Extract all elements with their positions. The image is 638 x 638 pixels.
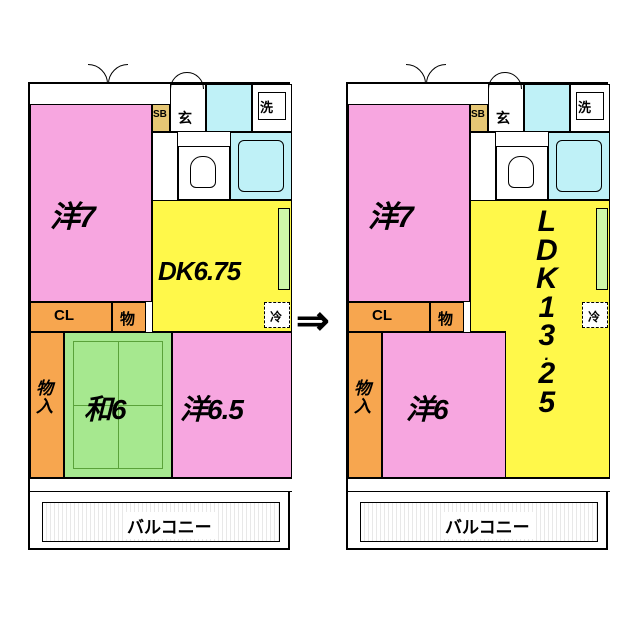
label-sen-r: 洗	[578, 97, 591, 116]
label-yo7: 洋7	[50, 192, 95, 236]
yo7-cut	[30, 84, 152, 104]
ldk-1: 1	[536, 294, 558, 323]
iri-char: 入	[354, 398, 371, 416]
corridor-right	[470, 132, 496, 202]
room-ldk	[506, 200, 610, 478]
ldk-d: D	[536, 237, 558, 266]
label-sb-r: SB	[471, 109, 485, 120]
mono-char: 物	[36, 380, 53, 398]
label-rei-r: 冷	[588, 308, 600, 325]
label-sen: 洗	[260, 97, 273, 116]
wash-right	[524, 84, 570, 132]
label-yo65: 洋6.5	[180, 388, 243, 428]
label-mono: 物	[120, 308, 135, 329]
label-yo6: 洋6	[406, 388, 448, 428]
balcony-gap-right	[348, 478, 610, 492]
label-monoiri-right: 物 入	[354, 380, 371, 416]
label-dk: DK6.75	[158, 256, 240, 287]
label-balcony: バルコニー	[124, 512, 215, 539]
label-sb: SB	[153, 109, 167, 120]
label-balcony-r: バルコニー	[442, 512, 533, 539]
label-monoiri-left: 物 入	[36, 380, 53, 416]
mono-char: 物	[354, 380, 371, 398]
ldk-5: 5	[536, 389, 558, 418]
label-ldk: L D K 1 3 . 2 5	[536, 208, 558, 417]
label-yo7-r: 洋7	[368, 192, 413, 236]
wash-left	[206, 84, 252, 132]
floor-plan-canvas: 洋7 DK6.75 CL 物 冷 和6 洋6.5 バルコニー SB 玄 洗 物 …	[0, 0, 638, 638]
label-genkan: 玄	[178, 108, 192, 128]
label-wa6: 和6	[84, 388, 126, 428]
label-genkan-r: 玄	[496, 108, 510, 128]
label-cl-r: CL	[372, 307, 392, 324]
ldk-2: 2	[536, 360, 558, 389]
label-rei: 冷	[270, 308, 282, 325]
corridor-left	[152, 132, 178, 202]
ldk-k: K	[536, 265, 558, 294]
ldk-l: L	[536, 208, 558, 237]
label-cl: CL	[54, 307, 74, 324]
plan-left: 洋7 DK6.75 CL 物 冷 和6 洋6.5 バルコニー SB 玄 洗 物 …	[28, 82, 290, 550]
iri-char: 入	[36, 398, 53, 416]
plan-right: 洋7 CL 物 冷 洋6 バルコニー SB 玄 洗 物 入 L D K 1 3 …	[346, 82, 608, 550]
balcony-gap-left	[30, 478, 292, 492]
label-mono-r: 物	[438, 308, 453, 329]
transform-arrow: ⇒	[296, 298, 329, 344]
room-ldk-ext	[470, 200, 510, 332]
